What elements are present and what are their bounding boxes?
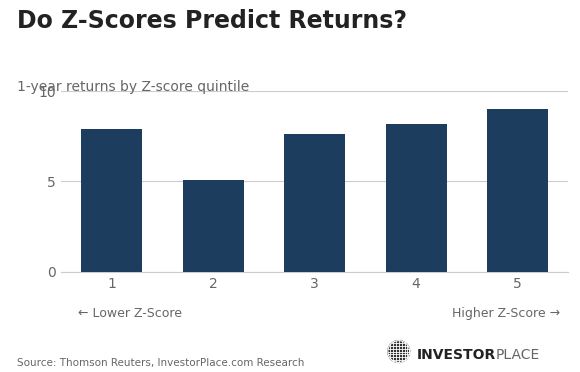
Text: INVESTOR: INVESTOR (416, 347, 496, 362)
Text: 1-year returns by Z-score quintile: 1-year returns by Z-score quintile (17, 80, 249, 94)
Text: Do Z-Scores Predict Returns?: Do Z-Scores Predict Returns? (17, 9, 407, 33)
Text: PLACE: PLACE (496, 347, 540, 362)
Text: ← Lower Z-Score: ← Lower Z-Score (78, 307, 182, 320)
Bar (386, 124, 447, 272)
Text: Higher Z-Score →: Higher Z-Score → (452, 307, 560, 320)
Bar (487, 109, 548, 272)
Text: Source: Thomson Reuters, InvestorPlace.com Research: Source: Thomson Reuters, InvestorPlace.c… (17, 358, 304, 368)
Bar (81, 129, 142, 272)
Bar (183, 180, 244, 272)
Bar (284, 134, 345, 272)
Circle shape (388, 341, 409, 362)
